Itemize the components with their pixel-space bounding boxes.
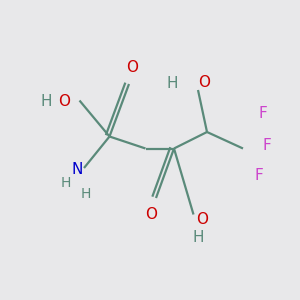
- Text: N: N: [71, 162, 82, 177]
- Text: O: O: [126, 60, 138, 75]
- Text: O: O: [196, 212, 208, 226]
- Text: H: H: [167, 76, 178, 92]
- Text: H: H: [41, 94, 52, 110]
- Text: O: O: [198, 75, 210, 90]
- Text: O: O: [58, 94, 70, 110]
- Text: H: H: [192, 230, 204, 245]
- Text: F: F: [255, 168, 264, 183]
- Text: F: F: [258, 106, 267, 122]
- Text: H: H: [60, 176, 70, 190]
- Text: F: F: [262, 138, 271, 153]
- Text: H: H: [80, 188, 91, 202]
- Text: O: O: [146, 207, 158, 222]
